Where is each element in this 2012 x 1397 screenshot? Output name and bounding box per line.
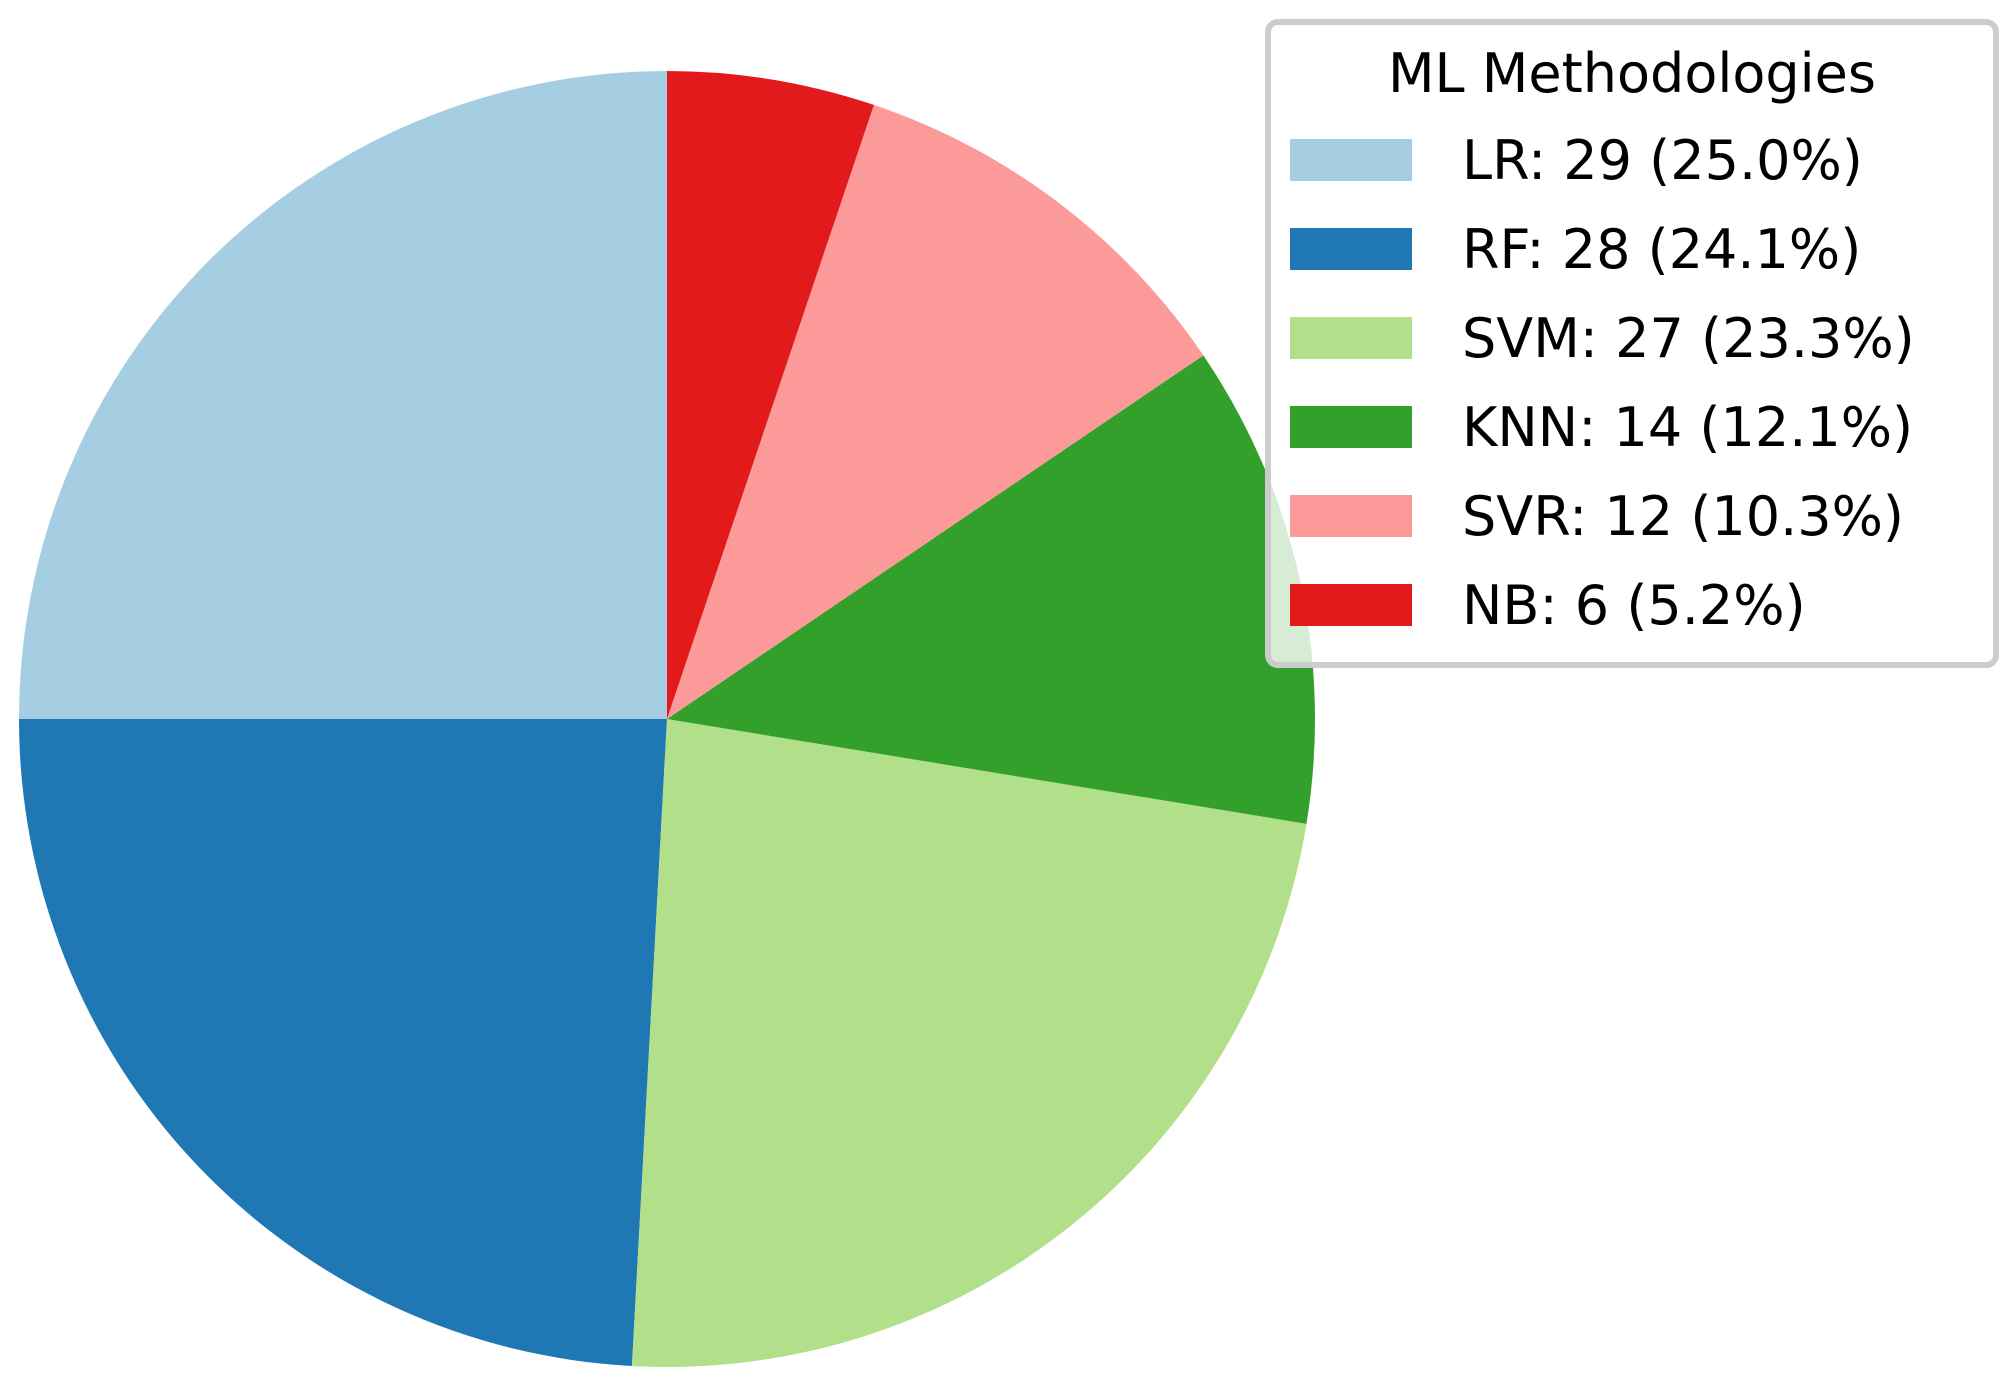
legend-label-svm: SVM: 27 (23.3%) — [1462, 307, 1915, 370]
legend-title: ML Methodologies — [1388, 42, 1876, 105]
legend-swatch-knn — [1290, 406, 1412, 448]
legend-box — [1265, 19, 1999, 668]
pie-slice-lr — [19, 71, 667, 719]
legend-swatch-svm — [1290, 317, 1412, 359]
legend-label-rf: RF: 28 (24.1%) — [1462, 218, 1861, 281]
legend-label-svr: SVR: 12 (10.3%) — [1462, 485, 1904, 548]
legend-entry-svr: SVR: 12 (10.3%) — [1290, 485, 1904, 548]
legend-entry-nb: NB: 6 (5.2%) — [1290, 574, 1806, 637]
legend-entry-knn: KNN: 14 (12.1%) — [1290, 396, 1913, 459]
legend-swatch-svr — [1290, 495, 1412, 537]
pie-slice-svm — [631, 719, 1307, 1368]
legend: ML Methodologies LR: 29 (25.0%) RF: 28 (2… — [1265, 19, 1999, 668]
pie-slice-nb — [667, 71, 874, 719]
legend-entry-svm: SVM: 27 (23.3%) — [1290, 307, 1915, 370]
legend-entry-rf: RF: 28 (24.1%) — [1290, 218, 1861, 281]
pie-slice-svr — [667, 104, 1204, 720]
legend-label-nb: NB: 6 (5.2%) — [1462, 574, 1806, 637]
pie-slice-rf — [19, 719, 667, 1367]
legend-swatch-nb — [1290, 584, 1412, 626]
legend-entries: LR: 29 (25.0%) RF: 28 (24.1%) SVM: 27 (23.… — [1290, 129, 1915, 637]
legend-label-knn: KNN: 14 (12.1%) — [1462, 396, 1913, 459]
legend-swatch-rf — [1290, 228, 1412, 270]
legend-entry-lr: LR: 29 (25.0%) — [1290, 129, 1863, 192]
pie-slice-knn — [667, 355, 1315, 824]
legend-swatch-lr — [1290, 139, 1412, 181]
pie-slices — [19, 71, 1315, 1368]
legend-label-lr: LR: 29 (25.0%) — [1462, 129, 1863, 192]
